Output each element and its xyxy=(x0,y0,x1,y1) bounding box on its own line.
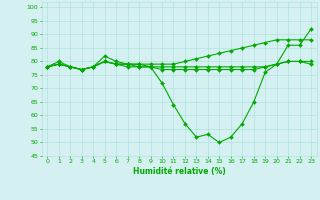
X-axis label: Humidité relative (%): Humidité relative (%) xyxy=(133,167,226,176)
